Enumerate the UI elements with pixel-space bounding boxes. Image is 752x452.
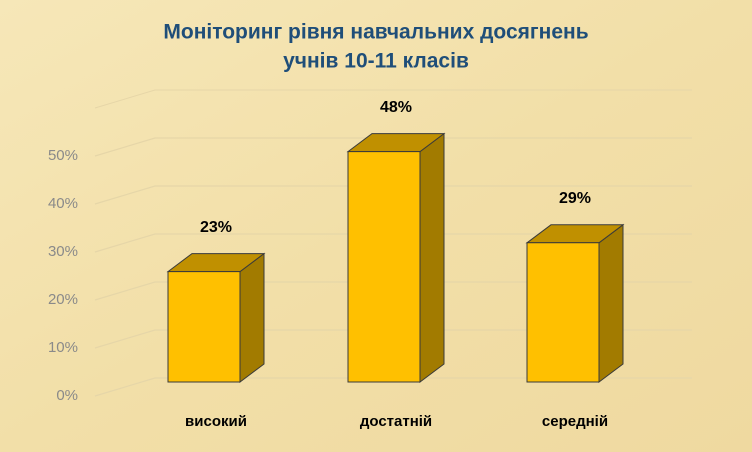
bar-side bbox=[239, 252, 265, 383]
bar bbox=[346, 132, 446, 383]
x-tick-label: середній bbox=[542, 413, 608, 430]
bar-side bbox=[598, 223, 624, 383]
bar bbox=[166, 252, 266, 383]
value-label: 29% bbox=[559, 190, 591, 207]
x-tick-label: високий bbox=[185, 413, 247, 430]
bar-front bbox=[167, 271, 241, 383]
chart-title: учнів 10-11 класів bbox=[283, 50, 469, 73]
x-tick-label: достатній bbox=[360, 413, 432, 430]
bar-front bbox=[526, 242, 600, 383]
value-label: 23% bbox=[200, 219, 232, 236]
y-tick-label: 30% bbox=[48, 243, 78, 260]
y-tick-label: 0% bbox=[56, 387, 78, 404]
y-tick-label: 40% bbox=[48, 195, 78, 212]
y-tick-label: 50% bbox=[48, 147, 78, 164]
value-label: 48% bbox=[380, 99, 412, 116]
y-tick-label: 20% bbox=[48, 291, 78, 308]
grid-line bbox=[94, 137, 692, 157]
grid-line bbox=[94, 329, 692, 349]
y-tick-label: 10% bbox=[48, 339, 78, 356]
grid-line bbox=[94, 281, 692, 301]
chart-title: Моніторинг рівня навчальних досягнень bbox=[163, 21, 588, 44]
grid-line bbox=[94, 377, 692, 397]
wall-edge bbox=[94, 89, 692, 109]
grid-line bbox=[94, 233, 692, 253]
bar-side bbox=[419, 132, 445, 383]
bar bbox=[525, 223, 625, 383]
grid-line bbox=[94, 185, 692, 205]
bar-front bbox=[347, 151, 421, 383]
